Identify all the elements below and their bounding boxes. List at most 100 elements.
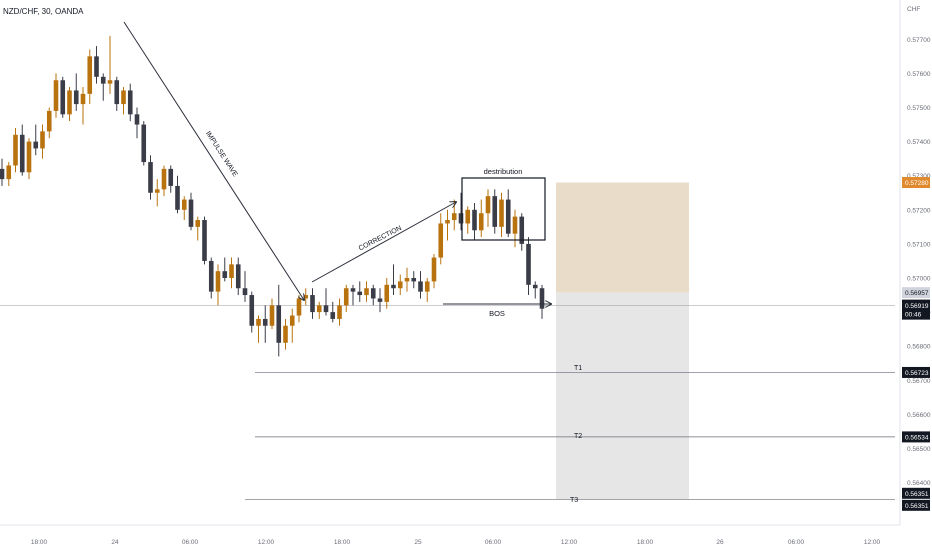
time-tick: 06:00	[788, 539, 805, 546]
candle-body	[384, 284, 390, 302]
candle-body	[350, 288, 356, 292]
candle	[40, 124, 45, 159]
current-badge: 0.56919	[905, 303, 929, 310]
candle-body	[269, 305, 275, 326]
candle	[148, 155, 153, 200]
bos-label: BOS	[489, 309, 505, 318]
candle-body	[148, 162, 153, 193]
impulse-arrow	[123, 21, 304, 300]
candle	[195, 216, 201, 241]
candle	[114, 76, 120, 111]
candle	[181, 196, 187, 221]
stop-badge-bg	[902, 177, 930, 189]
candle-body	[19, 134, 25, 173]
candle-body	[512, 216, 518, 234]
candle-body	[67, 90, 72, 115]
candle-body	[357, 291, 363, 296]
candle	[202, 216, 207, 265]
candle	[60, 76, 66, 118]
candle	[350, 284, 356, 306]
candle-body	[33, 141, 39, 149]
candle	[411, 271, 417, 289]
time-tick: 26	[716, 539, 724, 546]
candle-body	[296, 298, 302, 316]
candle	[337, 298, 342, 326]
candle-body	[539, 288, 545, 309]
candle	[310, 288, 315, 319]
candle-body	[499, 199, 504, 227]
candle	[418, 271, 423, 299]
candle-body	[13, 134, 18, 166]
candle-body	[303, 295, 309, 299]
candle-body	[492, 196, 498, 227]
candle-body	[249, 295, 255, 326]
candle-body	[418, 281, 423, 292]
candle-body	[121, 90, 126, 105]
candle	[289, 308, 295, 343]
price-tick: 0.57000	[907, 276, 931, 283]
candle	[127, 83, 133, 122]
candle	[492, 189, 498, 234]
candle-body	[478, 213, 484, 231]
candle-body	[397, 281, 403, 289]
candle-body	[323, 305, 329, 313]
candle-body	[208, 260, 214, 292]
candle-body	[519, 216, 525, 244]
price-tick: 0.57200	[907, 207, 931, 214]
time-tick: 24	[111, 539, 119, 546]
candle	[269, 298, 275, 330]
time-tick: 12:00	[864, 539, 881, 546]
candle	[154, 179, 160, 207]
candle	[478, 199, 484, 238]
candle-body	[175, 185, 180, 210]
candle-body	[532, 284, 538, 289]
candle-body	[465, 209, 471, 224]
candle	[134, 107, 140, 139]
correction-arrow	[311, 202, 456, 283]
time-tick: 06:00	[182, 539, 199, 546]
candle	[249, 291, 255, 333]
candle-body	[289, 315, 295, 326]
price-tick: 0.56400	[907, 480, 931, 487]
t3-badge-a: 0.56351	[905, 491, 929, 498]
candle-body	[0, 168, 5, 180]
candle-body	[114, 80, 120, 105]
candle	[343, 284, 349, 313]
t1-badge: 0.56723	[905, 370, 929, 377]
price-tick: 0.56700	[907, 378, 931, 385]
t2-badge: 0.56534	[905, 434, 929, 441]
candle	[296, 295, 302, 323]
candle	[107, 35, 113, 94]
candle	[13, 127, 18, 173]
candle-body	[276, 305, 282, 343]
candle-body	[134, 114, 140, 125]
candle-body	[256, 318, 261, 326]
candle	[526, 237, 531, 296]
candle-body	[445, 220, 450, 224]
candle-body	[337, 305, 342, 319]
target-zone	[556, 182, 689, 293]
candle	[161, 165, 167, 197]
correction-label: CORRECTION	[358, 225, 403, 253]
candle	[370, 284, 376, 306]
candle	[53, 73, 59, 118]
candle	[357, 281, 363, 302]
candle	[323, 288, 329, 316]
candle	[141, 121, 147, 166]
candle-body	[235, 264, 241, 289]
t3-badge-b: 0.56351	[905, 503, 929, 510]
candle-body	[377, 298, 383, 302]
candle-body	[472, 209, 477, 231]
candle-body	[73, 90, 79, 105]
candle	[499, 192, 504, 238]
entry-badge-bg	[902, 287, 930, 299]
distribution-box	[461, 177, 546, 241]
candle	[208, 257, 214, 299]
candle	[19, 124, 25, 176]
candle-body	[94, 56, 99, 77]
candle	[283, 318, 288, 350]
candle	[397, 274, 403, 296]
price-tick: 0.57100	[907, 241, 931, 248]
candle-body	[154, 189, 160, 193]
